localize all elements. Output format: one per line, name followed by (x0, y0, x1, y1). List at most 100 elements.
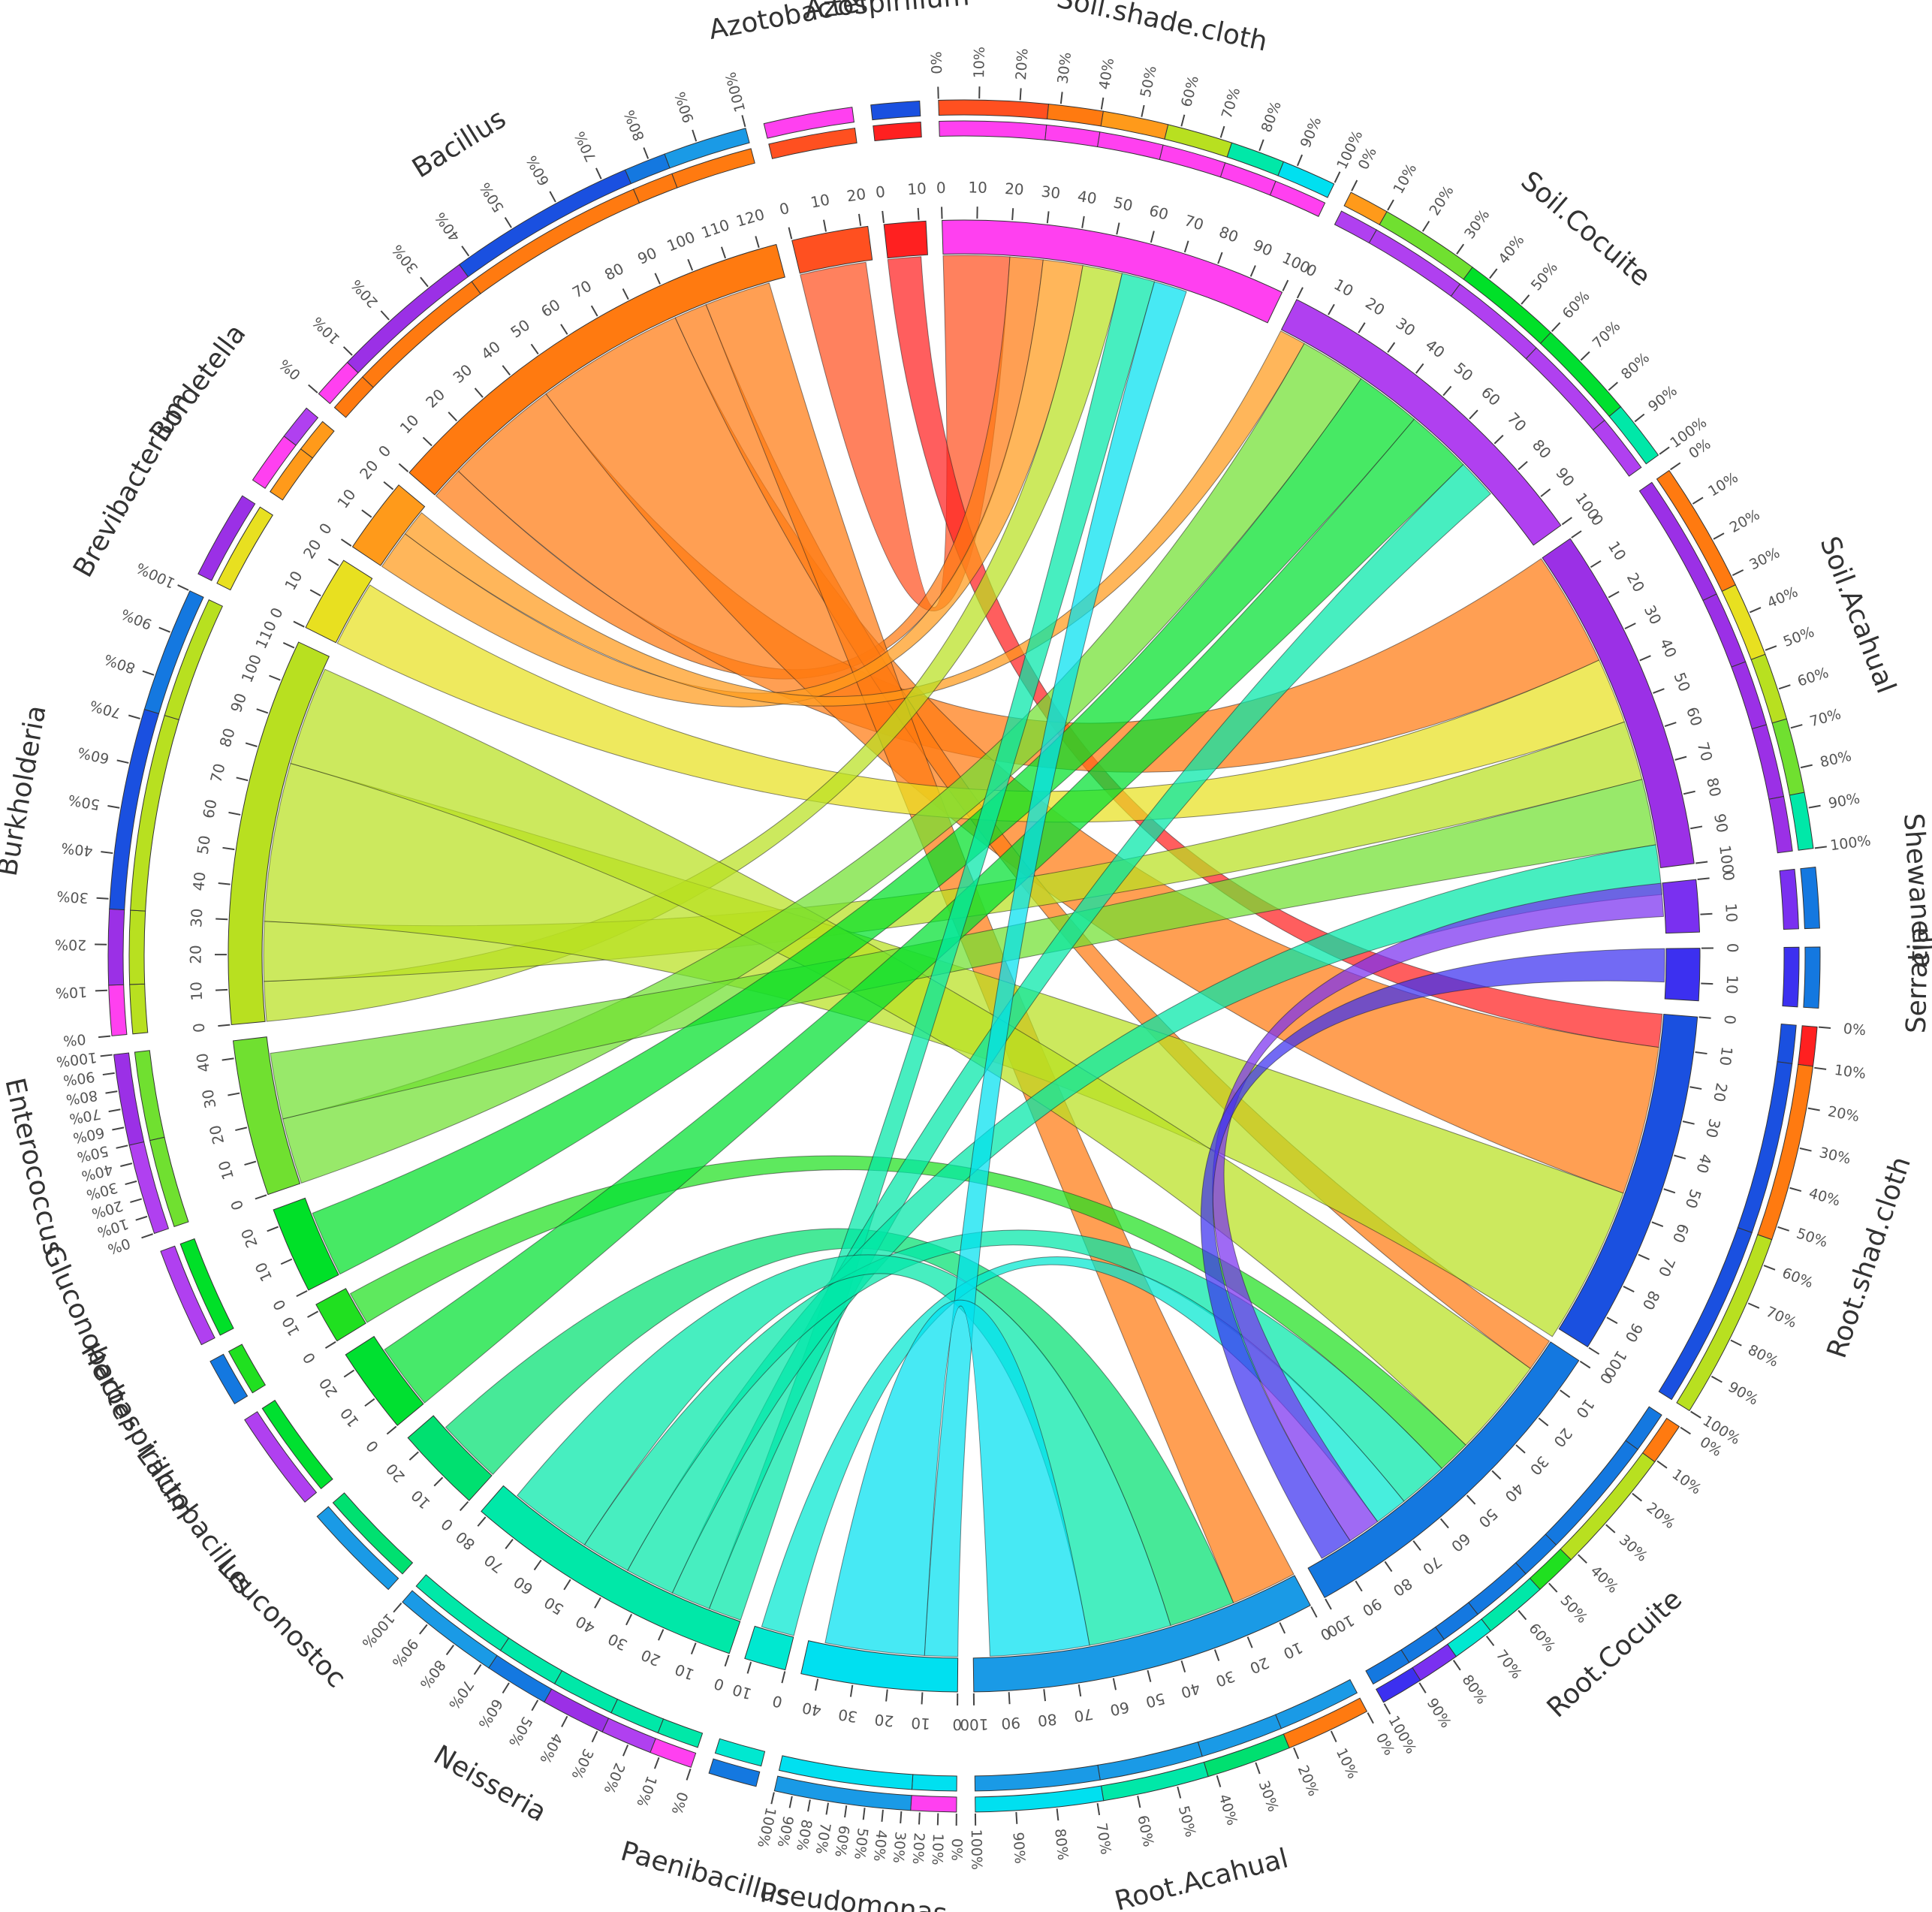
tick-label: 30 (1527, 1452, 1553, 1479)
percent-tick-label: 70% (1493, 1647, 1525, 1682)
tick-mark (1384, 1561, 1393, 1573)
percent-tick-mark (653, 1757, 660, 1769)
tick-label: 70 (1419, 1552, 1445, 1579)
percent-tick-mark (1351, 179, 1358, 192)
percent-tick-mark (1608, 381, 1618, 391)
percent-tick-mark (1219, 125, 1225, 138)
percent-tick-mark (1818, 1026, 1831, 1029)
percent-tick-mark (900, 1811, 903, 1823)
tick-mark (215, 988, 228, 991)
percent-tick-label: 90% (1010, 1832, 1029, 1864)
percent-tick-label: 50% (1528, 259, 1561, 294)
tick-label: 30 (837, 1705, 859, 1727)
percent-tick-label: 50% (1175, 1804, 1199, 1838)
tick-mark (1639, 655, 1651, 662)
composition-bar-own (1269, 180, 1326, 217)
segment-arc-leuconostoc (407, 1415, 493, 1501)
percent-tick-label: 60% (76, 743, 110, 767)
percent-tick-mark (142, 670, 155, 676)
percent-tick-label: 30% (1747, 544, 1783, 573)
tick-label: 30 (198, 1088, 219, 1110)
segment-arc-azotobacter (791, 225, 873, 274)
percent-tick-label: 80% (1745, 1341, 1781, 1371)
percent-tick-mark (1747, 1302, 1760, 1309)
composition-bar-own (1044, 124, 1101, 148)
tick-mark (1571, 530, 1582, 538)
percent-tick-mark (1765, 645, 1777, 651)
tick-mark (282, 642, 295, 649)
percent-tick-label: 10% (1705, 469, 1741, 500)
tick-mark (1439, 1518, 1449, 1529)
segment-label-neisseria: Neisseria (428, 1739, 551, 1828)
composition-bar-partner (108, 984, 128, 1036)
percent-tick-label: 80% (1618, 349, 1653, 382)
tick-mark (1682, 1120, 1695, 1125)
tick-label: 30 (1641, 602, 1665, 627)
tick-label: 0 (438, 1515, 457, 1534)
tick-label: 90 (1621, 1320, 1646, 1346)
segment-arc-root-cocuite (1307, 1341, 1580, 1599)
tick-label: 20 (1247, 1654, 1272, 1678)
tick-label: 10 (1722, 903, 1741, 923)
tick-mark (563, 1579, 571, 1591)
percent-tick-label: 50% (67, 791, 101, 813)
percent-tick-label: 60% (1178, 74, 1202, 108)
tick-mark (1116, 222, 1120, 235)
tick-label: 10 (968, 178, 987, 196)
tick-mark (1664, 722, 1677, 727)
tick-mark (1624, 623, 1636, 630)
tick-mark (1310, 1606, 1318, 1618)
tick-mark (1698, 1016, 1711, 1019)
tick-mark (235, 1126, 248, 1132)
tick-mark (422, 436, 433, 447)
tick-mark (267, 1226, 279, 1232)
tick-mark (293, 620, 305, 628)
percent-tick-mark (445, 1645, 455, 1656)
tick-label: 20 (186, 945, 204, 964)
tick-mark (1081, 216, 1085, 228)
percent-tick-label: 80% (1051, 1828, 1071, 1861)
tick-mark (1683, 790, 1695, 795)
tick-label: 10 (1331, 275, 1357, 300)
tick-mark (280, 1258, 293, 1265)
composition-bar-own (768, 127, 857, 159)
tick-mark (1466, 1494, 1476, 1505)
percent-tick-mark (686, 1768, 692, 1781)
percent-tick-mark (158, 626, 170, 633)
percent-tick-mark (1452, 1660, 1461, 1671)
segment-label-burkholderia: Burkholderia (0, 703, 53, 879)
tick-label: 0 (315, 520, 336, 538)
tick-mark (448, 412, 457, 422)
tick-mark (1217, 252, 1223, 264)
composition-bar-own (228, 1344, 267, 1394)
tick-mark (474, 388, 484, 398)
tick-mark (1579, 1360, 1591, 1369)
segment-arcs-layer (228, 219, 1701, 1693)
percent-tick-label: 80% (1819, 748, 1853, 771)
tick-label: 20 (1710, 1081, 1731, 1103)
tick-label: 50 (1112, 193, 1135, 215)
composition-bar-partner (160, 1245, 216, 1346)
tick-mark (255, 1194, 267, 1200)
tick-label: 0 (1719, 870, 1738, 882)
tick-mark (222, 846, 235, 851)
percent-tick-mark (1749, 607, 1762, 614)
tick-mark (755, 236, 760, 249)
tick-label: 70 (1182, 211, 1205, 234)
composition-bar-partner (209, 1353, 249, 1405)
tick-mark (857, 213, 862, 226)
tick-mark (1180, 1660, 1186, 1672)
percent-tick-mark (1713, 532, 1725, 540)
percent-tick-label: 60% (1134, 1814, 1156, 1848)
tick-label: 40 (572, 1612, 598, 1637)
percent-tick-label: 70% (812, 1821, 833, 1855)
segment-label-bordetella: Bordetella (145, 318, 252, 448)
tick-label: 10 (1572, 1395, 1598, 1422)
percent-tick-label: 10% (1834, 1062, 1867, 1082)
tick-label: 0 (712, 1675, 727, 1695)
percent-tick-mark (128, 714, 140, 719)
ribbon-enterococcus-to-soil-acahual (270, 779, 1656, 1120)
tick-mark (1147, 1669, 1152, 1682)
percent-tick-mark (1778, 684, 1791, 690)
percent-tick-mark (1690, 1410, 1701, 1419)
